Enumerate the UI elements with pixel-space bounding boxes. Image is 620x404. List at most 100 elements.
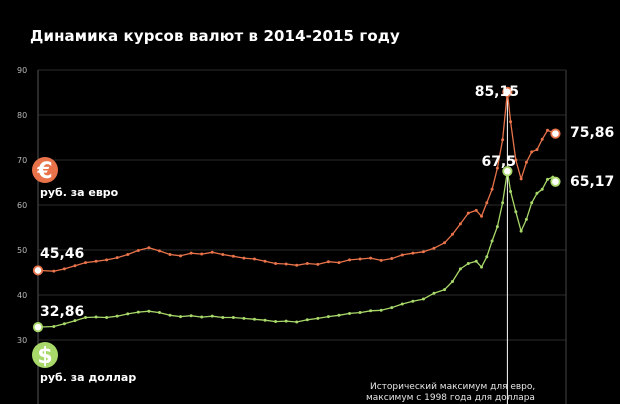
dollar-point-34 <box>400 302 404 306</box>
dollar-point-50 <box>514 210 518 214</box>
euro-point-47 <box>501 138 505 142</box>
euro-point-40 <box>458 222 462 226</box>
dollar-point-2 <box>62 322 66 326</box>
euro-point-56 <box>546 128 550 132</box>
annotation-line-2: максимум с 1998 года для доллара <box>366 393 535 403</box>
euro-point-17 <box>221 253 225 256</box>
dollar-point-31 <box>369 309 373 313</box>
euro-point-22 <box>274 262 278 265</box>
euro-point-44 <box>485 201 489 205</box>
euro-point-33 <box>390 257 394 261</box>
dollar-point-24 <box>295 320 299 324</box>
euro-point-29 <box>348 258 352 262</box>
y-tick-label-90: 90 <box>17 66 27 75</box>
dollar-point-37 <box>432 291 436 295</box>
dollar-point-19 <box>242 316 246 320</box>
dollar-point-44 <box>485 255 489 259</box>
dollar-point-12 <box>168 313 172 317</box>
dollar-point-10 <box>147 309 151 313</box>
dollar-point-8 <box>126 312 130 316</box>
euro-series-line <box>37 91 556 272</box>
euro-point-39 <box>450 232 454 236</box>
dollar-point-16 <box>210 314 214 318</box>
euro-end-label: 75,86 <box>570 125 614 141</box>
euro-point-18 <box>231 254 235 258</box>
dollar-point-9 <box>136 310 140 314</box>
marker-layer <box>32 86 561 333</box>
dollar-point-35 <box>411 299 415 303</box>
dollar-point-21 <box>263 318 267 322</box>
legend-euro-label: руб. за евро <box>40 186 119 199</box>
euro-point-1 <box>52 269 56 273</box>
euro-point-7 <box>115 256 119 260</box>
dollar-point-33 <box>390 306 394 310</box>
euro-start-marker <box>32 265 44 276</box>
euro-point-6 <box>105 258 109 262</box>
euro-point-19 <box>242 256 246 260</box>
dollar-icon-glyph: $ <box>37 344 52 369</box>
dollar-point-32 <box>379 308 383 312</box>
euro-point-23 <box>284 262 288 266</box>
dollar-point-7 <box>115 314 119 318</box>
dollar-point-29 <box>348 311 352 315</box>
euro-point-20 <box>252 257 256 261</box>
chart-title: Динамика курсов валют в 2014-2015 году <box>30 27 400 45</box>
euro-point-41 <box>466 211 470 215</box>
y-tick-label-70: 70 <box>17 156 27 165</box>
euro-point-30 <box>358 257 362 261</box>
euro-point-45 <box>490 187 494 191</box>
dollar-point-17 <box>221 316 225 319</box>
euro-point-36 <box>421 250 425 254</box>
dollar-point-30 <box>358 311 362 315</box>
euro-point-4 <box>84 261 88 265</box>
dollar-point-14 <box>189 314 193 318</box>
dollar-point-22 <box>274 320 278 324</box>
grid-layer: 30 40 50 60 70 80 90 <box>17 66 567 404</box>
dollar-point-1 <box>52 325 56 328</box>
euro-peak-marker <box>502 86 513 97</box>
euro-point-9 <box>136 248 140 252</box>
euro-point-26 <box>316 262 320 266</box>
dollar-point-40 <box>458 267 462 271</box>
euro-point-34 <box>400 253 404 257</box>
dollar-start-marker <box>32 322 44 333</box>
series-layer <box>36 90 557 329</box>
dollar-point-54 <box>535 191 539 195</box>
dollar-point-26 <box>316 316 320 320</box>
euro-point-10 <box>147 246 151 250</box>
euro-point-13 <box>179 254 183 258</box>
dollar-point-55 <box>540 187 544 191</box>
euro-point-32 <box>379 258 383 262</box>
dollar-point-28 <box>337 313 341 317</box>
euro-point-21 <box>263 259 267 263</box>
dollar-point-5 <box>94 315 98 319</box>
euro-icon <box>32 157 58 183</box>
euro-point-54 <box>535 148 539 152</box>
euro-point-27 <box>326 260 330 264</box>
euro-point-25 <box>305 262 309 265</box>
dollar-point-11 <box>157 311 161 315</box>
dollar-start-label: 32,86 <box>40 304 84 320</box>
dollar-point-39 <box>450 280 454 283</box>
euro-point-53 <box>530 150 534 154</box>
dollar-point-56 <box>546 177 550 181</box>
dollar-point-18 <box>231 316 235 319</box>
euro-point-8 <box>126 253 130 256</box>
euro-point-35 <box>411 251 415 255</box>
euro-point-28 <box>337 261 341 265</box>
euro-icon-glyph: € <box>36 159 52 184</box>
euro-peak-label: 85,15 <box>475 84 519 100</box>
euro-point-2 <box>62 267 66 271</box>
dollar-point-25 <box>305 318 309 322</box>
dollar-point-42 <box>474 259 478 263</box>
dollar-point-38 <box>443 288 447 292</box>
annotation-line-1: Исторический максимум для евро, <box>370 382 535 392</box>
dollar-end-label: 65,17 <box>570 174 614 190</box>
euro-start-label: 45,46 <box>40 246 84 262</box>
annotation-note: Исторический максимум для евро, максимум… <box>366 382 535 403</box>
euro-point-31 <box>369 256 373 260</box>
dollar-point-4 <box>84 316 88 319</box>
euro-point-14 <box>189 251 193 255</box>
